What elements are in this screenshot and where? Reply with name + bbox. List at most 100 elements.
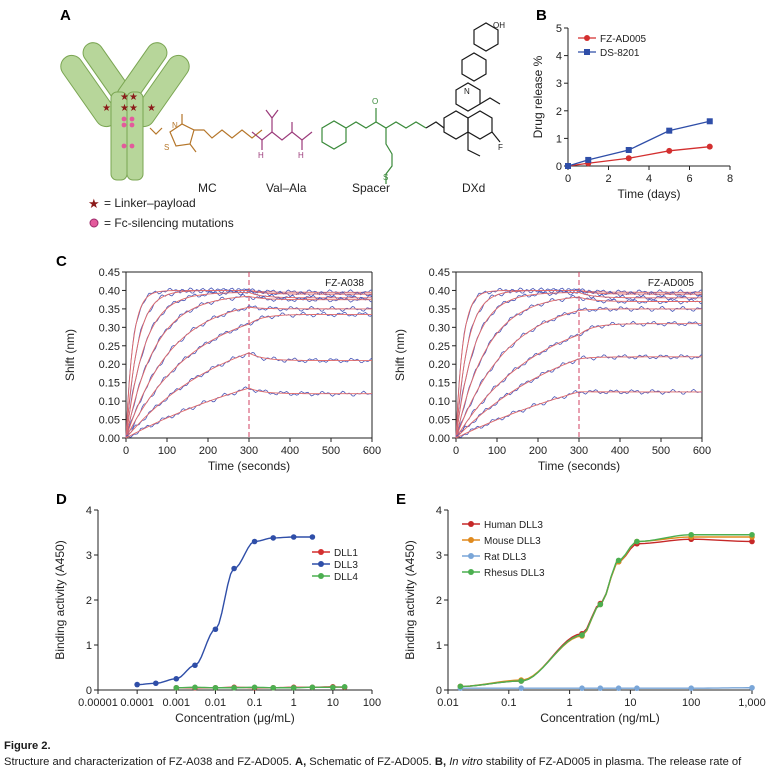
x-tick-label: 300 <box>240 445 258 457</box>
legend-label: DLL1 <box>334 548 358 559</box>
x-tick-label: 0 <box>123 445 129 457</box>
y-tick-label: 0 <box>556 161 562 173</box>
data-point <box>579 632 585 638</box>
fc-silencing-dots <box>121 116 135 149</box>
atom-f: F <box>498 143 503 152</box>
linker-payload-stars: ★ ★ ★ ★ ★ ★ <box>102 92 156 114</box>
data-point <box>688 531 694 538</box>
caption-text: Structure and characterization of FZ-A03… <box>4 754 770 770</box>
data-point <box>270 684 277 691</box>
chem-atom-labels: S N H H S OH F N O <box>164 21 505 182</box>
atom-s: S <box>164 143 169 152</box>
legend-label: Rat DLL3 <box>484 552 527 563</box>
y-tick-label: 0.45 <box>99 267 120 279</box>
data-point <box>290 534 297 540</box>
y-tick-label: 0.10 <box>429 396 450 408</box>
legend-linker-payload: = Linker–payload <box>104 196 196 210</box>
y-tick-label: 3 <box>86 550 92 562</box>
data-point-square <box>565 163 571 169</box>
x-tick-label: 200 <box>529 445 547 457</box>
data-point <box>231 565 237 572</box>
data-point <box>251 684 258 691</box>
atom-oh: OH <box>493 21 505 30</box>
x-tick-label: 0.01 <box>205 697 226 709</box>
data-point <box>518 685 525 691</box>
legend-marker <box>584 35 590 41</box>
y-tick-label: 5 <box>556 23 562 35</box>
y-axis-label: Binding activity (A450) <box>403 540 417 659</box>
caption-text-3: In vitro <box>446 756 483 768</box>
data-point <box>457 683 464 690</box>
valala-segment <box>251 109 313 150</box>
y-tick-label: 0.35 <box>99 304 120 316</box>
star-icon: ★ <box>147 103 156 114</box>
fit-curve-dll3 <box>137 536 313 686</box>
panel-e-letter: E <box>396 491 406 508</box>
chart-annotation: FZ-A038 <box>325 278 364 289</box>
legend-label: DLL3 <box>334 560 358 571</box>
y-tick-label: 0.30 <box>429 322 450 334</box>
data-point <box>518 678 525 684</box>
x-tick-label: 600 <box>363 445 381 457</box>
y-tick-label: 0.25 <box>99 341 120 353</box>
linker-payload-structure <box>149 22 501 184</box>
y-axis-label: Shift (nm) <box>393 329 407 381</box>
fit-curve <box>455 289 703 439</box>
data-point <box>615 557 622 564</box>
legend-marker <box>468 521 474 527</box>
caption-text-2: Schematic of FZ-AD005. <box>306 756 435 768</box>
legend-label: FZ-AD005 <box>600 34 647 45</box>
measured-curve <box>125 386 373 438</box>
fit-curve <box>125 295 373 439</box>
y-tick-label: 0 <box>86 685 92 697</box>
data-point <box>749 684 755 691</box>
fit-curve <box>125 387 373 439</box>
y-tick-label: 0.10 <box>99 396 120 408</box>
y-tick-label: 0.00 <box>99 433 120 445</box>
y-tick-label: 0.05 <box>99 415 120 427</box>
data-point <box>290 684 297 691</box>
antibody-fc-right <box>126 91 144 181</box>
data-point <box>579 685 585 691</box>
legend-marker <box>318 549 324 555</box>
x-tick-label: 0.1 <box>247 697 262 709</box>
atom-n: N <box>464 87 470 96</box>
data-point <box>634 685 640 691</box>
data-point <box>134 681 140 688</box>
fit-curve <box>455 323 703 439</box>
y-tick-label: 0.40 <box>429 285 450 297</box>
data-point <box>341 684 348 690</box>
data-point <box>173 684 180 691</box>
label-dxd: DXd <box>462 181 485 195</box>
fit-curve-dll4 <box>176 686 345 689</box>
caption-b-label: B, <box>434 756 447 768</box>
x-tick-label: 0 <box>453 445 459 457</box>
x-tick-label: 100 <box>488 445 506 457</box>
y-tick-label: 2 <box>436 595 442 607</box>
fit-curve <box>125 352 373 439</box>
y-axis-label: Binding activity (A450) <box>53 540 67 659</box>
legend-marker <box>318 573 324 579</box>
legend-label: Mouse DLL3 <box>484 536 541 547</box>
atom-o: O <box>372 97 378 106</box>
legend-fc-silencing: = Fc-silencing mutations <box>104 216 234 230</box>
fit-curve <box>125 313 373 439</box>
y-axis-label: Shift (nm) <box>63 329 77 381</box>
caption-text-1: Structure and characterization of FZ-A03… <box>4 756 296 768</box>
legend-marker <box>468 569 474 575</box>
x-tick-label: 200 <box>199 445 217 457</box>
data-point <box>597 685 604 691</box>
y-tick-label: 0.15 <box>99 378 120 390</box>
data-point <box>212 626 219 633</box>
fit-curve <box>455 296 703 439</box>
panel-e-binding-chart: 0 1 2 3 4 0.01 0.1 1 10 100 1,000 Concentration (ng… <box>403 505 766 725</box>
label-mc: MC <box>198 181 217 195</box>
y-tick-label: 1 <box>556 133 562 145</box>
measured-curve <box>455 388 703 438</box>
data-point-circle <box>666 147 673 154</box>
panel-d-binding-chart: 0 1 2 3 4 0.00001 0.0001 0.001 0.01 0.1 1 10 100 Conc… <box>53 505 381 725</box>
caption-a-label: A, <box>295 756 307 768</box>
data-point <box>330 684 336 691</box>
y-tick-label: 1 <box>436 640 442 652</box>
data-point <box>153 680 159 687</box>
